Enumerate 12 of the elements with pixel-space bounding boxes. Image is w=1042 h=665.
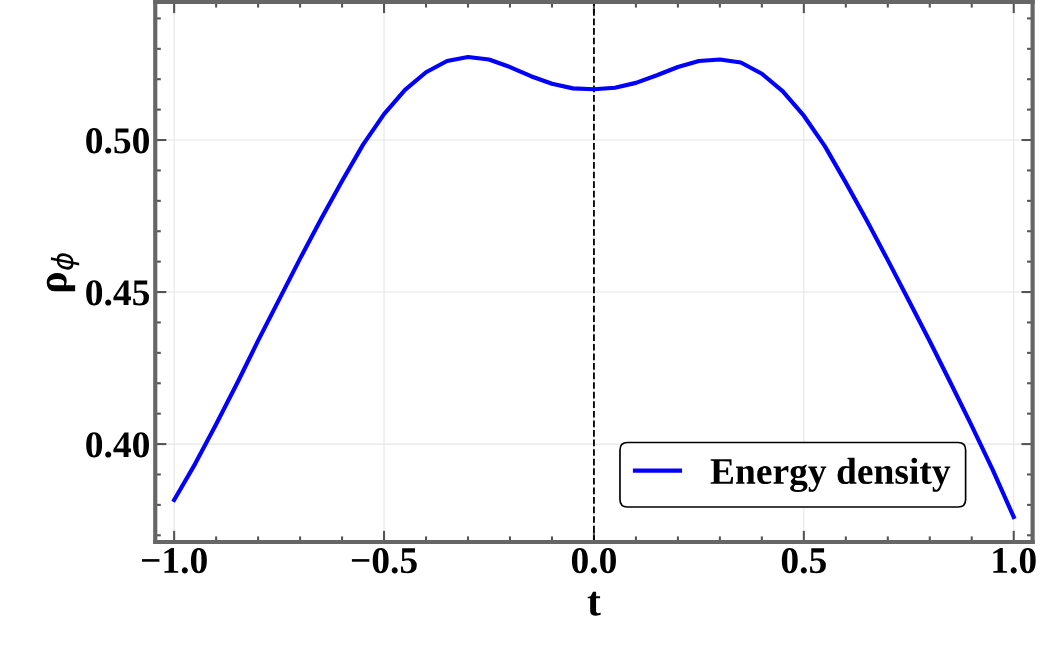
x-tick-label: −0.5: [351, 547, 417, 574]
y-axis-title: ρ$_{ϕ}$: [46, 253, 80, 292]
line-series: [172, 54, 1016, 520]
y-tick-label: 0.45: [86, 280, 150, 306]
y-tick-label: 0.40: [86, 432, 149, 458]
legend-label: Energy density: [710, 457, 951, 493]
x-axis-title: t: [587, 591, 601, 616]
x-tick-label: 0.0: [571, 547, 616, 574]
x-tick-label: 1.0: [993, 547, 1036, 574]
y-tick-label: 0.50: [86, 128, 149, 154]
x-tick-label: 0.5: [781, 547, 826, 574]
x-tick-label: −1.0: [142, 547, 207, 574]
